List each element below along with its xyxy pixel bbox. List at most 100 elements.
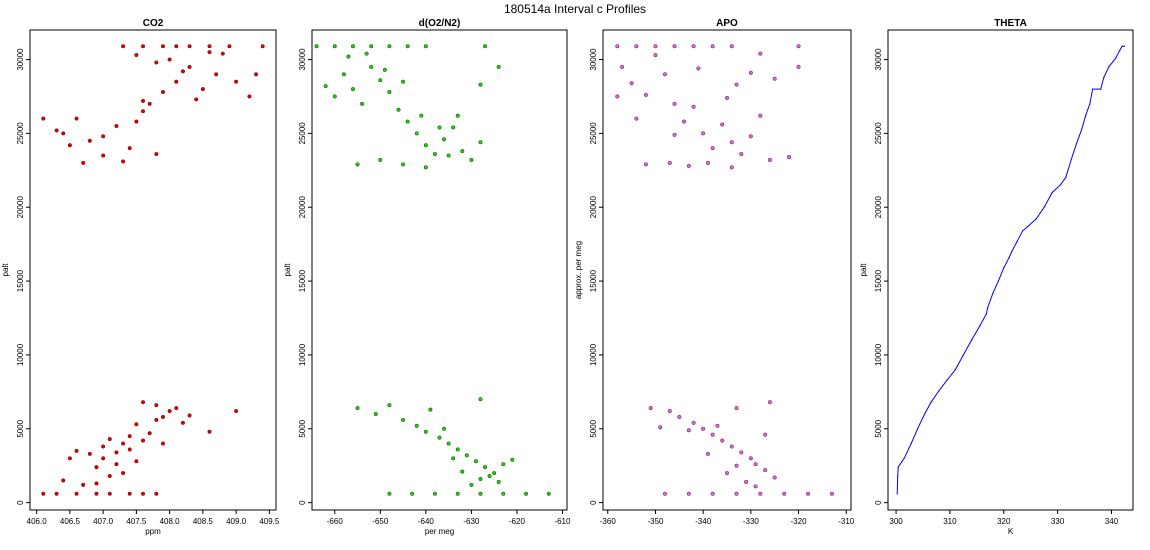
data-point-2-10 <box>387 403 392 408</box>
data-point-2-5 <box>501 491 506 496</box>
data-point-2-37 <box>387 90 392 95</box>
theta-profile-line <box>896 45 1125 494</box>
data-point-2-62 <box>478 82 483 87</box>
theta-point-12 <box>970 339 973 341</box>
theta-point-33 <box>1089 103 1091 105</box>
data-point-3-2 <box>710 491 715 496</box>
data-point-3-5 <box>782 491 787 496</box>
data-point-1-61 <box>234 79 239 84</box>
data-point-3-15 <box>729 444 734 449</box>
data-point-2-27 <box>442 426 447 431</box>
page-title: 180514a Interval c Profiles <box>503 2 647 16</box>
data-point-1-33 <box>107 437 112 442</box>
data-point-1-54 <box>134 119 139 124</box>
data-point-2-41 <box>423 143 428 148</box>
data-point-2-35 <box>369 64 374 69</box>
panel-title-3: APO <box>716 18 738 29</box>
theta-point-39 <box>1118 50 1121 52</box>
data-point-1-7 <box>154 491 159 496</box>
y-tick-label-1-1: 5000 <box>16 419 25 437</box>
data-point-2-13 <box>423 429 428 434</box>
data-point-2-71 <box>483 44 488 49</box>
theta-point-23 <box>1027 225 1029 228</box>
data-point-1-68 <box>134 53 139 58</box>
data-point-2-21 <box>501 462 506 467</box>
x-tick-label-3-2: -340 <box>695 517 712 526</box>
data-point-3-3 <box>734 491 739 496</box>
data-point-2-12 <box>414 423 419 428</box>
data-point-3-61 <box>672 132 677 137</box>
data-point-2-17 <box>464 453 469 458</box>
data-point-3-24 <box>725 471 730 476</box>
plot-frame-3 <box>602 29 852 511</box>
data-point-2-8 <box>355 406 360 411</box>
data-point-2-20 <box>492 471 497 476</box>
data-point-2-32 <box>341 72 346 77</box>
x-tick-label-1-4: 408.0 <box>160 517 181 526</box>
data-point-3-13 <box>710 432 715 437</box>
data-point-2-25 <box>487 474 492 479</box>
theta-point-38 <box>1115 57 1117 59</box>
theta-point-25 <box>1043 206 1045 208</box>
data-point-1-18 <box>134 459 139 464</box>
data-point-1-70 <box>254 72 259 77</box>
data-point-3-8 <box>648 406 653 411</box>
data-point-3-39 <box>691 104 696 109</box>
data-point-3-20 <box>767 400 772 405</box>
x-tick-label-3-1: -350 <box>647 517 664 526</box>
data-point-3-27 <box>734 463 739 468</box>
data-point-1-59 <box>200 87 205 92</box>
data-point-3-64 <box>615 44 620 49</box>
y-tick-label-3-3: 15000 <box>589 269 598 292</box>
data-point-2-36 <box>378 78 383 83</box>
theta-point-28 <box>1065 177 1067 179</box>
data-point-1-34 <box>74 448 79 453</box>
data-point-3-7 <box>829 491 834 496</box>
data-point-1-29 <box>207 429 212 434</box>
data-point-1-32 <box>87 451 92 456</box>
data-point-1-79 <box>260 44 265 49</box>
data-point-2-29 <box>478 397 483 402</box>
y-tick-label-2-4: 20000 <box>298 196 307 219</box>
data-point-1-3 <box>94 491 99 496</box>
data-point-1-4 <box>107 491 112 496</box>
y-tick-label-4-0: 0 <box>874 500 883 505</box>
data-point-1-37 <box>160 441 165 446</box>
data-point-2-26 <box>496 479 501 484</box>
data-point-1-10 <box>94 465 99 470</box>
data-point-1-39 <box>94 481 99 486</box>
theta-point-0 <box>896 493 898 495</box>
data-point-2-0 <box>387 491 392 496</box>
data-point-2-3 <box>455 491 460 496</box>
data-point-3-55 <box>748 70 753 75</box>
data-point-2-64 <box>314 44 319 49</box>
theta-point-4 <box>910 442 912 445</box>
y-tick-label-1-4: 20000 <box>16 196 25 219</box>
theta-point-13 <box>979 324 981 326</box>
data-point-3-32 <box>620 64 625 69</box>
data-point-2-70 <box>423 44 428 49</box>
x-tick-label-1-0: 406.0 <box>27 517 48 526</box>
theta-point-2 <box>897 466 899 468</box>
data-point-3-14 <box>720 438 725 443</box>
data-point-2-18 <box>473 459 478 464</box>
data-point-3-71 <box>796 44 801 49</box>
data-point-3-52 <box>686 163 691 168</box>
data-point-2-54 <box>419 113 424 118</box>
theta-point-29 <box>1070 159 1072 161</box>
data-point-2-65 <box>332 44 337 49</box>
data-point-3-41 <box>710 146 715 151</box>
data-point-3-37 <box>672 101 677 106</box>
data-point-2-49 <box>323 84 328 89</box>
data-point-1-6 <box>141 491 146 496</box>
x-tick-label-2-3: -630 <box>463 517 480 526</box>
data-point-2-7 <box>546 491 551 496</box>
data-point-3-40 <box>701 131 706 136</box>
panel-title-2: d(O2/N2) <box>419 18 461 29</box>
y-axis-label-1: palt <box>1 263 10 277</box>
data-point-1-1 <box>54 491 59 496</box>
data-point-3-9 <box>667 409 672 414</box>
data-point-3-21 <box>734 406 739 411</box>
data-point-3-31 <box>658 425 663 430</box>
